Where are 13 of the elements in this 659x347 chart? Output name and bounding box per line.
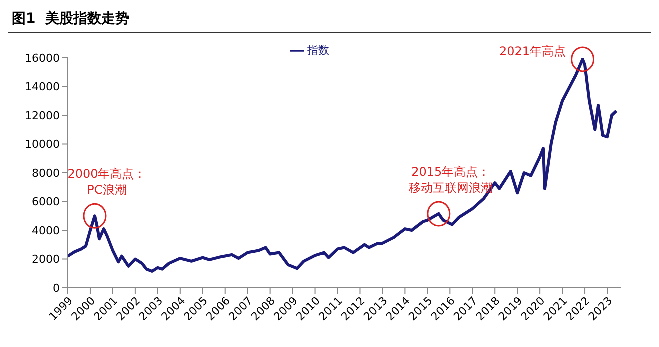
legend-label: 指数 <box>308 44 330 57</box>
y-tick-label: 4000 <box>32 224 60 238</box>
annotation: 2000年高点：PC浪潮 <box>68 167 146 198</box>
y-tick-label: 14000 <box>25 80 60 94</box>
y-tick-label: 16000 <box>25 52 60 65</box>
y-tick-label: 10000 <box>25 138 60 152</box>
chart-title: 图1 美股指数走势 <box>8 8 651 33</box>
y-tick-label: 8000 <box>32 166 60 180</box>
annotation: 2021年高点 <box>500 44 566 58</box>
y-tick-label: 0 <box>53 282 60 295</box>
y-tick-label: 6000 <box>32 196 60 209</box>
y-tick-label: 12000 <box>25 109 60 122</box>
y-tick-label: 2000 <box>32 253 60 266</box>
